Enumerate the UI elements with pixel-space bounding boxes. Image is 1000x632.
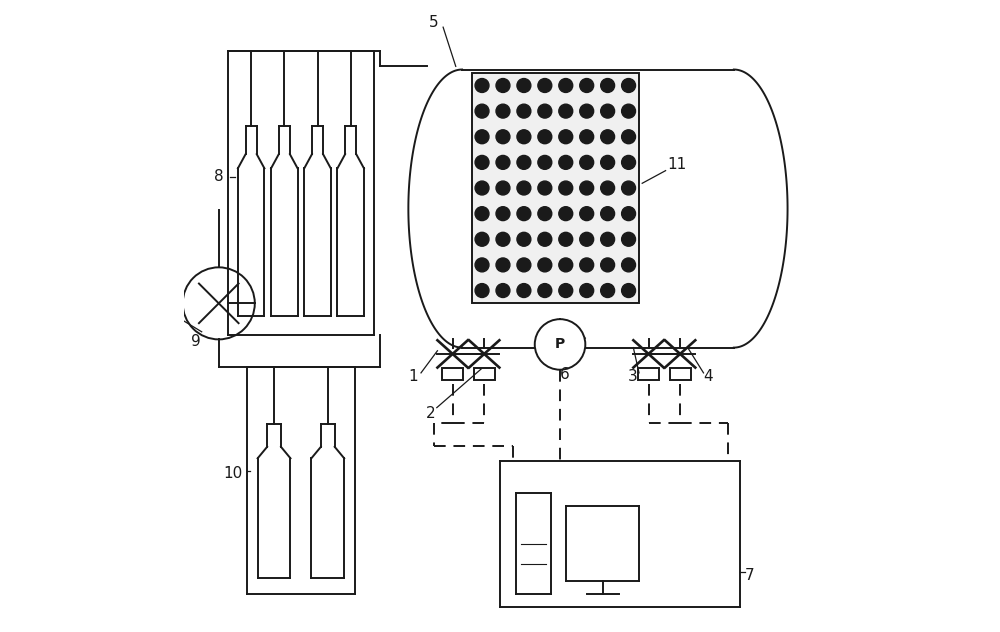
Circle shape	[475, 207, 489, 221]
Circle shape	[622, 130, 636, 143]
Circle shape	[601, 233, 615, 246]
Circle shape	[601, 181, 615, 195]
Text: 9: 9	[191, 334, 200, 349]
Circle shape	[622, 258, 636, 272]
Circle shape	[601, 78, 615, 92]
Polygon shape	[472, 73, 639, 303]
Text: 2: 2	[426, 406, 435, 422]
Circle shape	[559, 258, 573, 272]
Circle shape	[475, 258, 489, 272]
Circle shape	[622, 78, 636, 92]
Circle shape	[580, 78, 594, 92]
Circle shape	[496, 130, 510, 143]
Text: 10: 10	[224, 466, 243, 482]
Circle shape	[580, 258, 594, 272]
Circle shape	[535, 319, 585, 370]
Text: 3: 3	[628, 368, 638, 384]
Circle shape	[496, 181, 510, 195]
Circle shape	[580, 284, 594, 298]
Circle shape	[601, 130, 615, 143]
Circle shape	[601, 104, 615, 118]
Circle shape	[475, 155, 489, 169]
Circle shape	[559, 181, 573, 195]
Circle shape	[601, 258, 615, 272]
Circle shape	[517, 258, 531, 272]
Circle shape	[475, 130, 489, 143]
Circle shape	[517, 181, 531, 195]
Circle shape	[559, 104, 573, 118]
Circle shape	[538, 284, 552, 298]
Circle shape	[496, 104, 510, 118]
Circle shape	[580, 181, 594, 195]
Circle shape	[475, 78, 489, 92]
Circle shape	[475, 181, 489, 195]
Circle shape	[559, 130, 573, 143]
Circle shape	[538, 130, 552, 143]
Circle shape	[601, 207, 615, 221]
Circle shape	[622, 233, 636, 246]
Text: 6: 6	[560, 367, 570, 382]
Circle shape	[517, 207, 531, 221]
Circle shape	[538, 207, 552, 221]
Circle shape	[496, 258, 510, 272]
Circle shape	[559, 155, 573, 169]
Circle shape	[538, 181, 552, 195]
Circle shape	[475, 233, 489, 246]
Circle shape	[580, 233, 594, 246]
Text: 1: 1	[409, 368, 418, 384]
Circle shape	[622, 181, 636, 195]
Circle shape	[517, 284, 531, 298]
Circle shape	[538, 258, 552, 272]
Text: 11: 11	[667, 157, 687, 172]
Text: P: P	[555, 337, 565, 351]
Circle shape	[580, 155, 594, 169]
Circle shape	[496, 78, 510, 92]
Circle shape	[622, 104, 636, 118]
Circle shape	[622, 155, 636, 169]
Circle shape	[496, 284, 510, 298]
Circle shape	[559, 78, 573, 92]
Circle shape	[496, 233, 510, 246]
Circle shape	[538, 155, 552, 169]
Circle shape	[517, 233, 531, 246]
Circle shape	[538, 104, 552, 118]
Circle shape	[538, 233, 552, 246]
Circle shape	[475, 284, 489, 298]
Text: 4: 4	[704, 368, 713, 384]
Circle shape	[517, 104, 531, 118]
Text: 5: 5	[429, 15, 438, 30]
Circle shape	[580, 104, 594, 118]
Circle shape	[622, 284, 636, 298]
Circle shape	[517, 130, 531, 143]
Circle shape	[622, 207, 636, 221]
Circle shape	[496, 155, 510, 169]
Circle shape	[496, 207, 510, 221]
Circle shape	[559, 233, 573, 246]
Circle shape	[475, 104, 489, 118]
Circle shape	[538, 78, 552, 92]
Circle shape	[580, 130, 594, 143]
Text: 8: 8	[214, 169, 224, 185]
Circle shape	[559, 207, 573, 221]
Circle shape	[601, 284, 615, 298]
Circle shape	[559, 284, 573, 298]
Circle shape	[517, 155, 531, 169]
Text: 7: 7	[745, 568, 754, 583]
Circle shape	[580, 207, 594, 221]
Circle shape	[601, 155, 615, 169]
Circle shape	[517, 78, 531, 92]
